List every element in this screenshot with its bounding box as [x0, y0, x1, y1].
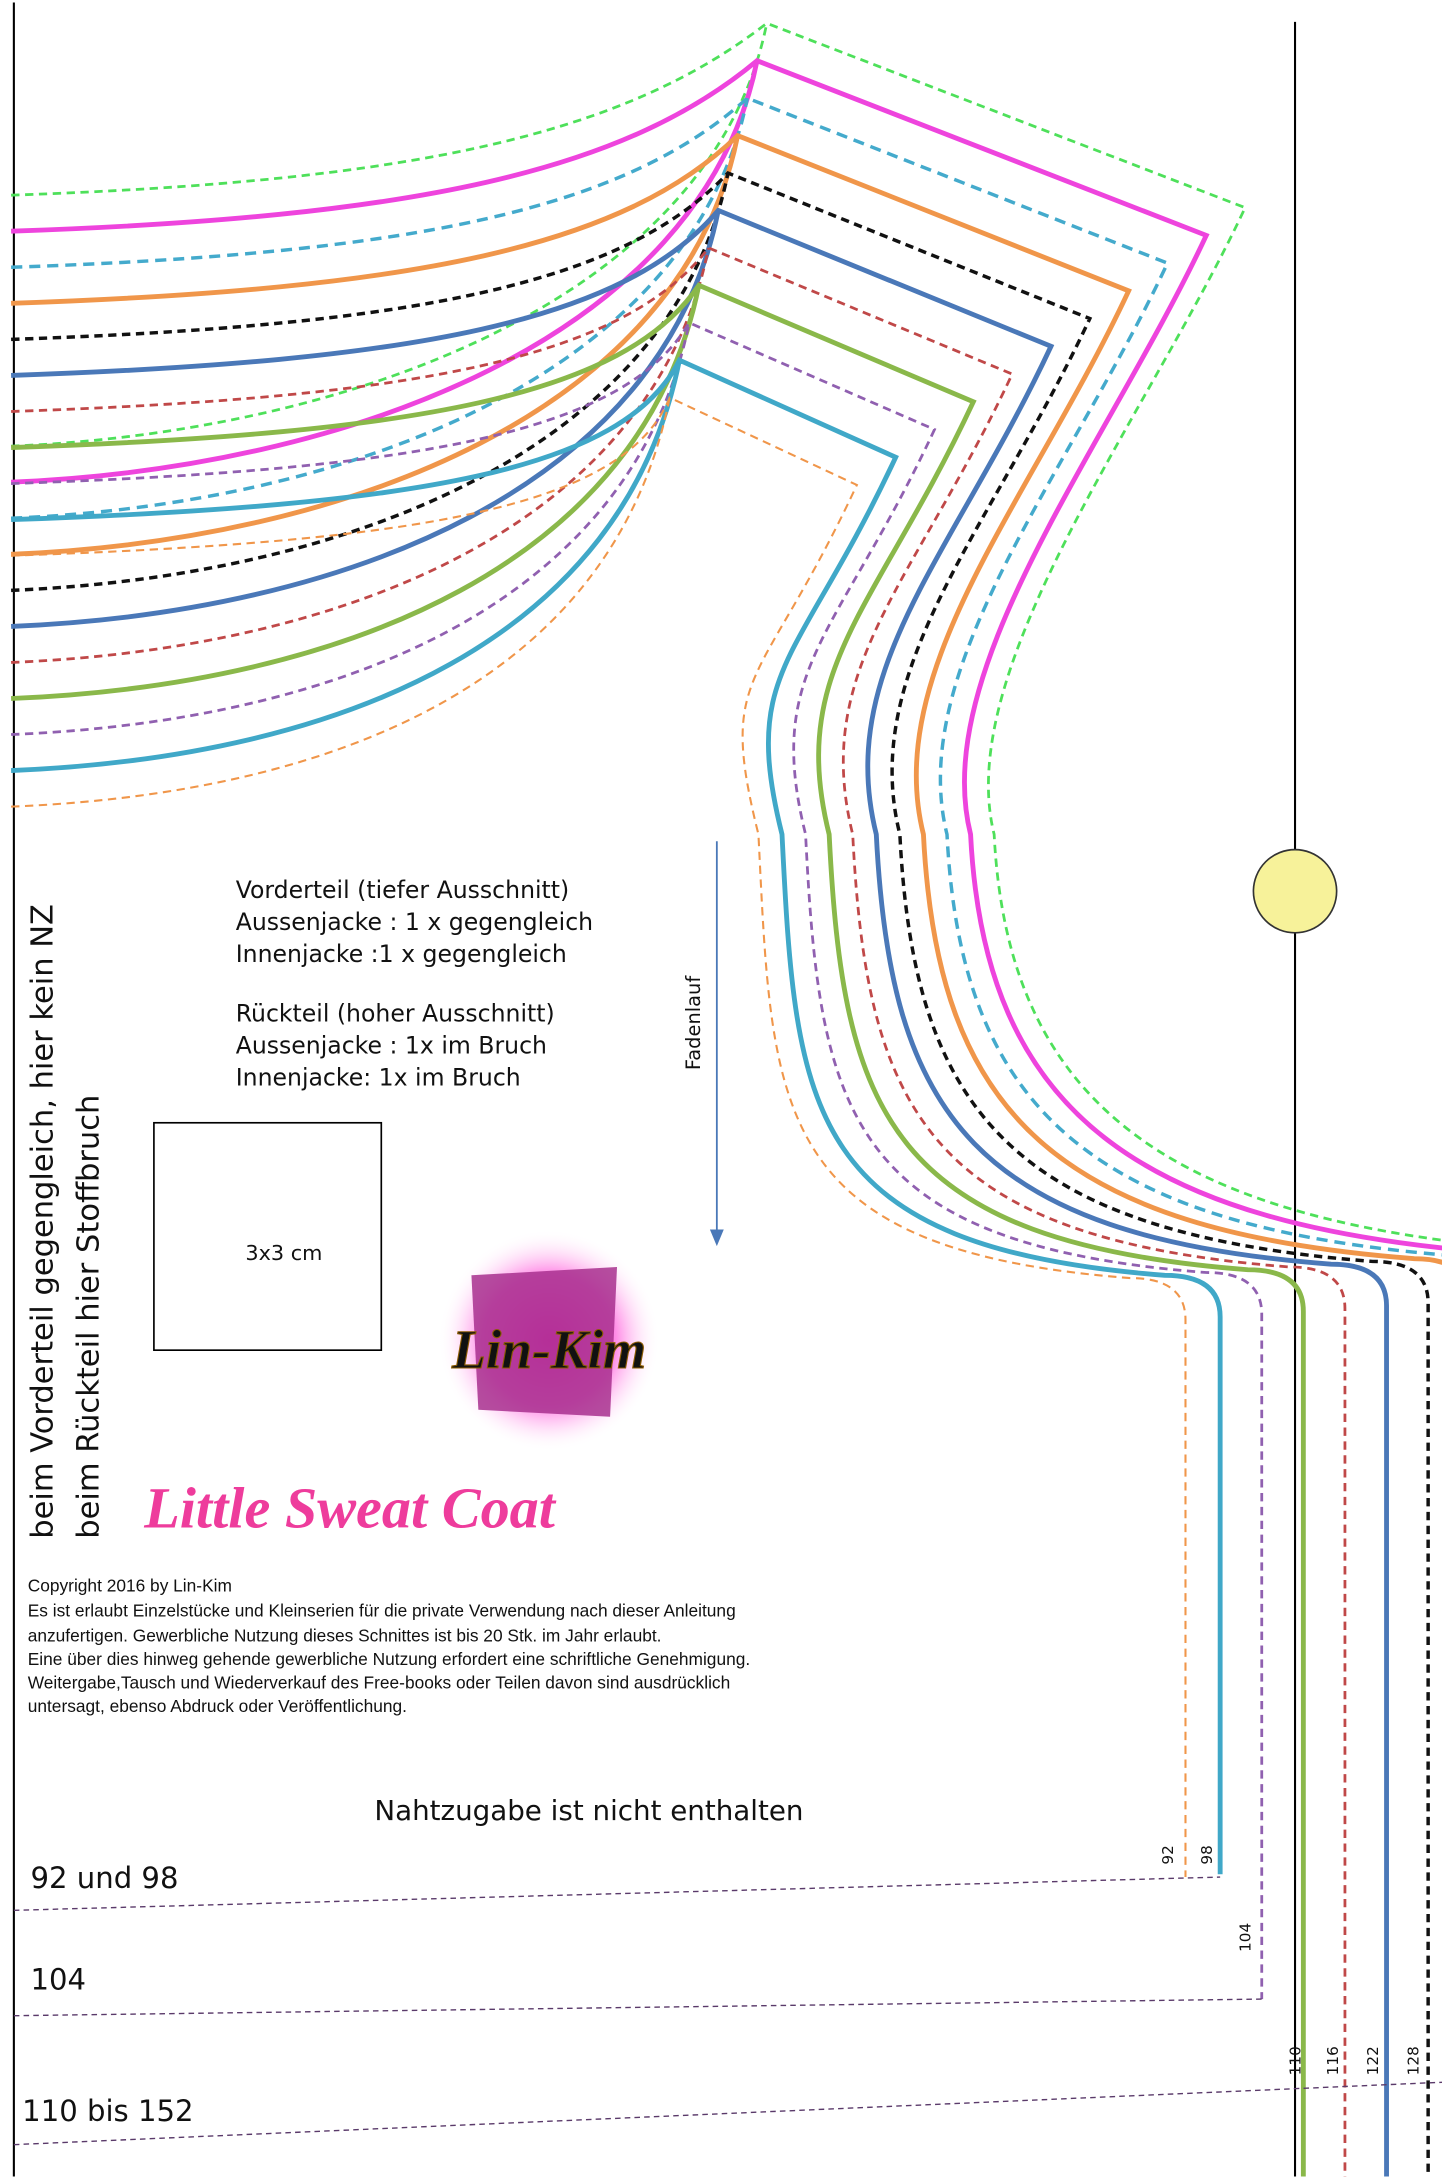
grain-label: Fadenlauf [682, 975, 705, 1070]
size-outline [11, 360, 1220, 1874]
copyright-line: Weitergabe,Tausch und Wiederverkauf des … [28, 1672, 731, 1692]
copyright-line: Copyright 2016 by Lin-Kim [28, 1575, 232, 1595]
note: Aussenjacke : 1x im Bruch [236, 1031, 547, 1059]
size-line-label: 104 [31, 1962, 87, 1996]
pattern-sheet: Fadenlauf beim Vorderteil gegengleich, h… [0, 0, 1442, 2179]
size-outline [11, 210, 1386, 2176]
hem-line [14, 1999, 1262, 2016]
grain-arrowhead [710, 1230, 724, 1247]
hem-line [14, 2082, 1442, 2144]
size-marker: 122 [1364, 2046, 1382, 2075]
size-marker: 110 [1287, 2046, 1305, 2075]
side-text-line: beim Rückteil hier Stoffbruch [71, 1095, 106, 1539]
copyright-line: Es ist erlaubt Einzelstücke und Kleinser… [28, 1600, 736, 1620]
logo-text: Lin-Kim [451, 1319, 646, 1380]
note: Rückteil (hoher Ausschnitt) [236, 1000, 555, 1028]
note: Innenjacke :1 x gegengleich [236, 940, 567, 968]
side-text: beim Vorderteil gegengleich, hier kein N… [26, 904, 107, 1539]
size-marker: 128 [1404, 2046, 1422, 2075]
seam-allowance-note: Nahtzugabe ist nicht enthalten [374, 1794, 803, 1827]
size-outline [11, 98, 1442, 2176]
note: Vorderteil (tiefer Ausschnitt) [236, 876, 570, 904]
note: Innenjacke: 1x im Bruch [236, 1063, 521, 1091]
size-outline [11, 136, 1442, 2177]
size-marker: 116 [1324, 2046, 1342, 2075]
note: Aussenjacke : 1 x gegengleich [236, 908, 593, 936]
size-outline [11, 23, 1442, 2176]
copyright-line: untersagt, ebenso Abdruck oder Veröffent… [28, 1696, 407, 1716]
hem-line [14, 1877, 1220, 1910]
scale-label: 3x3 cm [245, 1241, 322, 1265]
pattern-lines [11, 23, 1442, 2176]
marker-circle [1253, 850, 1336, 933]
size-outline [11, 323, 1262, 1999]
copyright-line: Eine über dies hinweg gehende gewerblich… [28, 1649, 750, 1669]
size-outline [11, 248, 1345, 2177]
size-marker: 104 [1237, 1923, 1255, 1952]
size-line-label: 110 bis 152 [22, 2094, 193, 2128]
copyright-line: anzufertigen. Gewerbliche Nutzung dieses… [28, 1625, 662, 1645]
size-marker: 98 [1198, 1845, 1216, 1864]
size-marker: 92 [1159, 1845, 1177, 1864]
size-outline [11, 61, 1442, 2177]
title: Little Sweat Coat [143, 1476, 557, 1541]
side-text-line: beim Vorderteil gegengleich, hier kein N… [26, 904, 61, 1539]
size-line-label: 92 und 98 [31, 1861, 179, 1895]
page: {"side_text":["beim Vorderteil gegenglei… [0, 0, 1442, 2179]
scale-square [154, 1123, 381, 1350]
